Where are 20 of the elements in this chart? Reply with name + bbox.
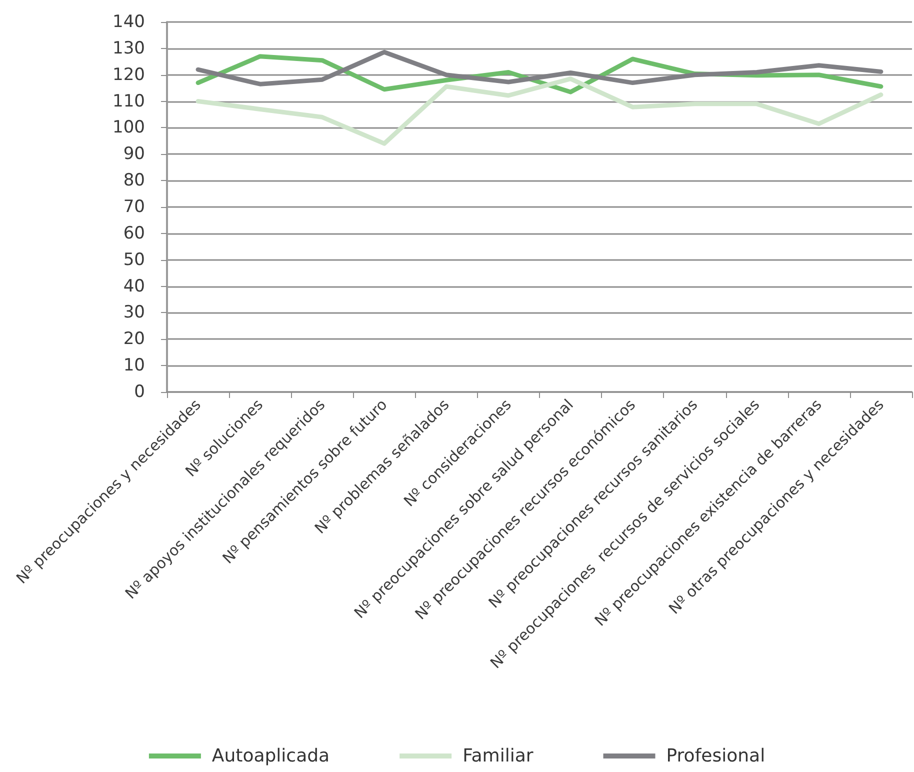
line-series bbox=[196, 76, 884, 146]
y-tick-label: 90 bbox=[123, 144, 145, 164]
y-tick-label: 20 bbox=[123, 329, 145, 350]
y-tick-label: 70 bbox=[123, 197, 145, 217]
y-tick-label: 100 bbox=[112, 118, 145, 138]
y-tick-label: 40 bbox=[123, 276, 145, 296]
y-tick-label: 110 bbox=[112, 91, 145, 112]
y-tick-label: 0 bbox=[134, 382, 145, 402]
y-tick-label: 60 bbox=[123, 223, 145, 244]
legend-label: Familiar bbox=[462, 746, 534, 766]
line-series bbox=[196, 50, 884, 86]
legend-label: Autoaplicada bbox=[212, 746, 330, 766]
y-tick-label: 120 bbox=[112, 64, 145, 85]
y-tick-label: 130 bbox=[112, 38, 145, 58]
y-tick-label: 140 bbox=[112, 12, 145, 32]
y-tick-label: 50 bbox=[123, 250, 145, 270]
y-tick-label: 80 bbox=[123, 170, 145, 191]
y-tick-label: 10 bbox=[123, 356, 145, 376]
legend-label: Profesional bbox=[666, 746, 766, 766]
y-tick-label: 30 bbox=[123, 302, 145, 323]
